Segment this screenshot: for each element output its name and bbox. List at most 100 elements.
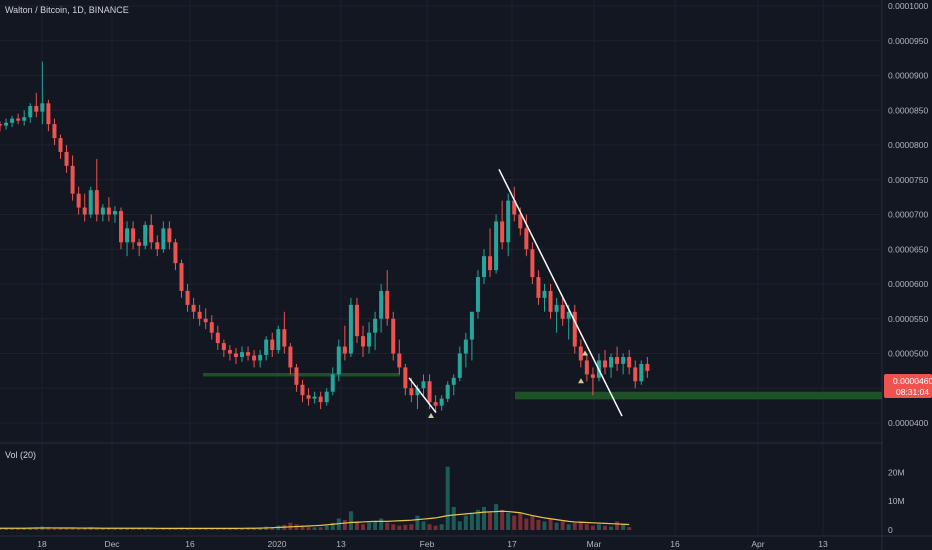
candle-body — [542, 290, 547, 298]
triangle-up-marker — [428, 413, 434, 419]
candle-body — [391, 318, 396, 354]
candle-body — [215, 332, 220, 344]
price-tick-label: 0.0000800 — [888, 140, 928, 150]
volume-bar — [161, 528, 166, 530]
time-tick-label: 13 — [336, 539, 346, 549]
candle-body — [439, 398, 444, 406]
candle-body — [560, 304, 565, 319]
candle-body — [203, 318, 208, 323]
volume-bar — [233, 528, 238, 530]
time-tick-label: 17 — [507, 539, 517, 549]
markers — [428, 350, 588, 419]
trendline[interactable] — [498, 168, 623, 417]
price-tick-label: 0.0000850 — [888, 105, 928, 115]
volume-bar — [318, 527, 323, 530]
time-tick-label: 18 — [37, 539, 47, 549]
time-tick-label: Apr — [751, 539, 764, 549]
volume-bar — [524, 518, 529, 530]
candle-body — [373, 318, 378, 333]
grid — [0, 0, 882, 536]
candle-body — [221, 343, 226, 351]
trendline[interactable] — [408, 377, 437, 414]
volume-bar — [578, 521, 583, 530]
volume-bar — [240, 528, 244, 530]
candle-body — [40, 103, 45, 112]
candle-body — [233, 353, 238, 357]
volume-bar — [342, 519, 347, 530]
volume-bar — [554, 522, 559, 530]
candle-body — [609, 356, 614, 368]
candle-body — [633, 367, 638, 382]
candle-body — [22, 117, 27, 121]
volume-bar — [536, 519, 541, 530]
candle-body — [385, 290, 390, 319]
candle-body — [500, 221, 505, 243]
volume-bar — [421, 521, 426, 530]
volume-bar — [4, 528, 9, 530]
candle-body — [488, 256, 493, 271]
candle-body — [264, 339, 269, 355]
volume-bar — [354, 521, 359, 530]
volume-bar — [385, 522, 390, 530]
volume-bar — [627, 527, 632, 530]
volume-bar — [10, 528, 15, 530]
candle-body — [530, 249, 535, 278]
volume-bar — [572, 522, 577, 530]
candle-body — [52, 124, 57, 139]
time-axis[interactable]: 18 Dec 16 2020 13 Feb 17 Mar 16 Apr 13 — [37, 539, 828, 549]
trendlines[interactable] — [408, 168, 623, 417]
support-zones — [203, 372, 882, 400]
volume-bar — [463, 515, 468, 530]
candle-body — [475, 277, 480, 312]
candle-body — [125, 228, 130, 243]
time-tick-label: 16 — [185, 539, 195, 549]
candle-body — [421, 381, 426, 389]
candle-body — [482, 256, 486, 278]
volume-bar — [518, 512, 523, 530]
candle-body — [64, 151, 69, 166]
candle-body — [0, 124, 2, 126]
time-tick-label: Dec — [104, 539, 120, 549]
volume-tick-label: 0 — [888, 525, 893, 535]
triangle-up-marker — [582, 350, 588, 356]
volume-bar — [131, 528, 136, 530]
volume-ma-line — [0, 510, 630, 529]
volume-bar — [469, 512, 474, 530]
candle-body — [572, 311, 577, 347]
candle-body — [518, 214, 523, 229]
volume-bar — [215, 527, 220, 530]
volume-bar — [530, 515, 535, 530]
volume-bar — [590, 525, 595, 530]
candle-body — [58, 138, 63, 152]
price-tick-label: 0.0000700 — [888, 210, 928, 220]
candle-body — [197, 311, 202, 319]
candle-body — [100, 207, 105, 215]
candle-body — [209, 322, 214, 333]
candle-body — [336, 346, 341, 375]
candle-body — [367, 332, 372, 347]
volume-bar — [542, 521, 547, 530]
candle-body — [270, 339, 275, 351]
price-tick-label: 0.0001000 — [888, 1, 928, 11]
candle-body — [46, 103, 51, 125]
volume-bar — [82, 528, 87, 530]
candle-body — [34, 106, 39, 112]
volume-bar — [403, 524, 408, 530]
volume-bar — [621, 524, 626, 530]
volume-bar — [488, 512, 493, 530]
volume-bar — [433, 525, 438, 530]
price-axis[interactable]: 0.00004000.00004500.00005000.00005500.00… — [888, 1, 928, 428]
volume-bar — [167, 528, 172, 530]
volume-bar — [100, 528, 105, 530]
triangle-up-marker — [578, 378, 584, 384]
candle-body — [191, 304, 196, 312]
candle-body — [82, 207, 87, 215]
volume-tick-label: 20M — [888, 467, 905, 477]
candle-body — [506, 200, 511, 243]
volume-bar — [270, 527, 275, 530]
volume-bar — [615, 521, 620, 530]
volume-bar — [173, 528, 178, 530]
volume-bar — [451, 506, 456, 530]
volume-bar — [197, 528, 202, 530]
